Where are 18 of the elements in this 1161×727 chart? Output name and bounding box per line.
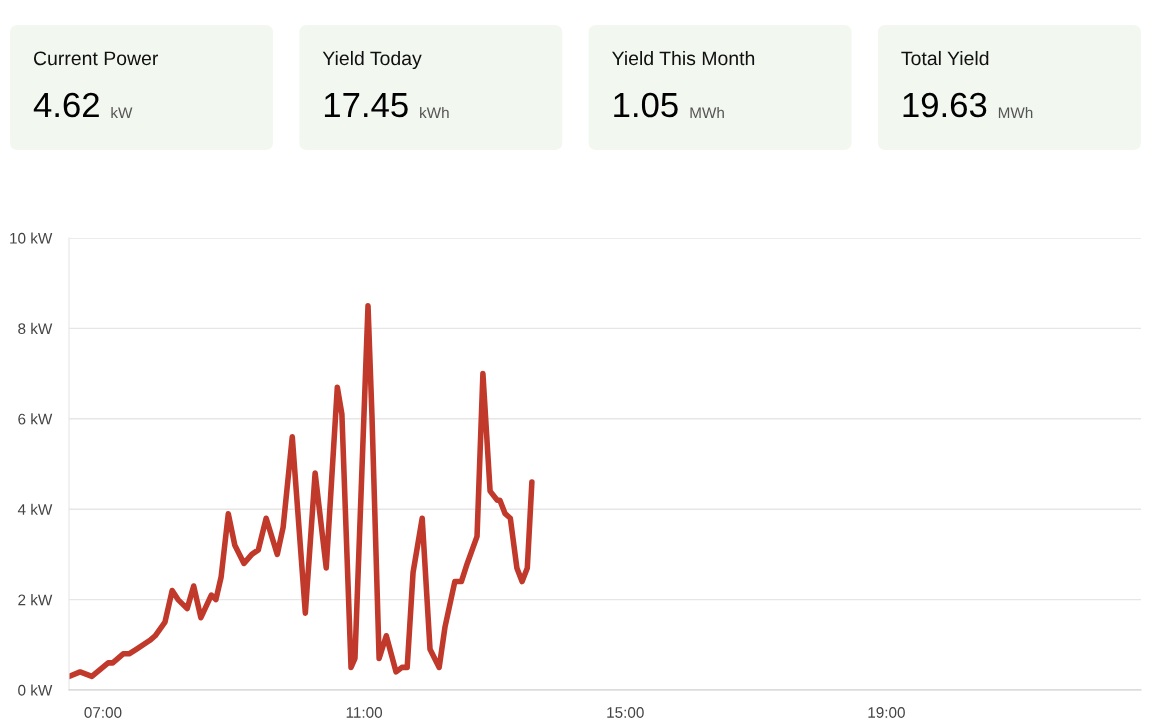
data-label: 19.63 MWh: [903, 92, 1033, 118]
y-tick-label: 0 kW: [18, 684, 53, 696]
data-label: 4.62 kW: [33, 92, 133, 118]
data-label: 1.05 MWh: [614, 92, 724, 118]
x-tick-label: 11:00: [346, 707, 383, 718]
x-tick-label: 07:00: [84, 707, 122, 718]
y-tick-label: 6 kW: [18, 413, 53, 425]
category-label: Total Yield: [901, 50, 989, 66]
data-label: 17.45 kWh: [324, 93, 449, 118]
category-label: Yield Today: [322, 50, 422, 70]
y-tick-label: 4 kW: [17, 503, 53, 515]
category-label: Current Power: [33, 51, 159, 66]
y-tick-label: 10 kW: [10, 232, 53, 244]
x-tick-label: 15:00: [607, 707, 644, 718]
x-tick-label: 19:00: [868, 707, 905, 718]
y-tick-label: 8 kW: [18, 322, 53, 335]
category-label: Yield This Month: [612, 50, 755, 66]
y-tick-label: 2 kW: [18, 594, 53, 606]
